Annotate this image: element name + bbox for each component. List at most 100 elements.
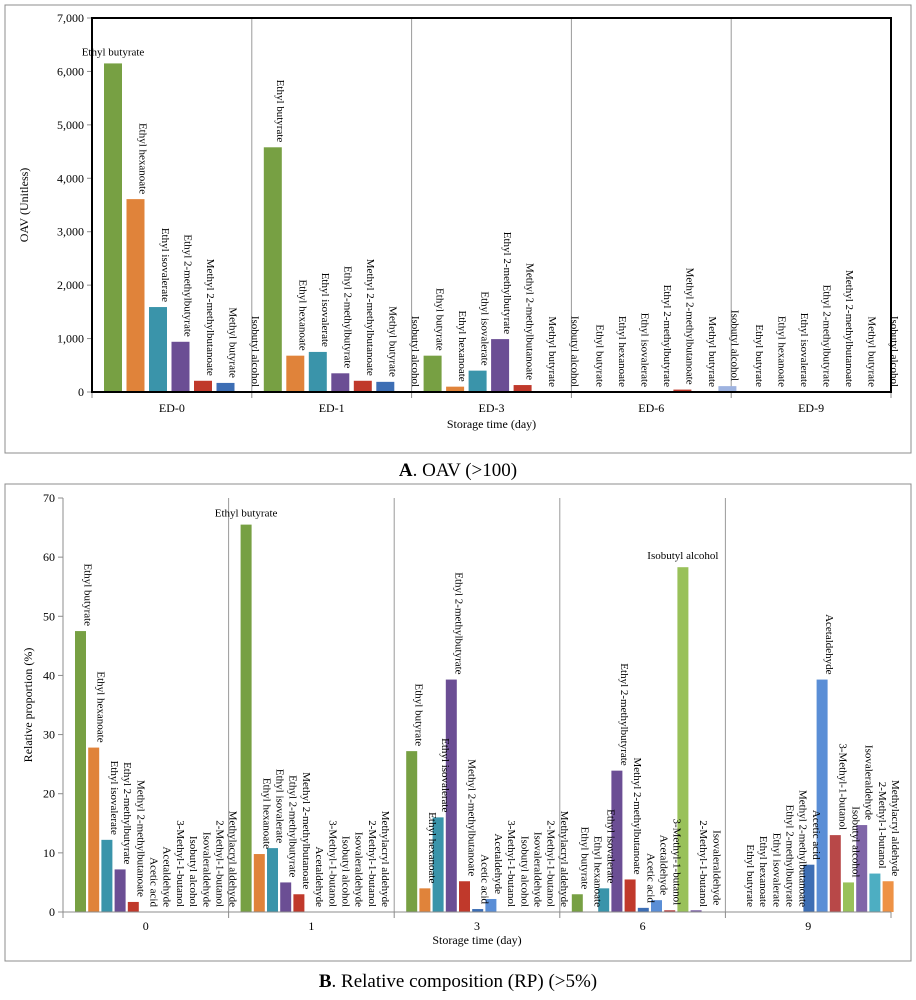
panel-a-bar-label-ed-9-ethyl-butyrate: Ethyl butyrate (753, 324, 765, 387)
panel-b-x-tick-label: 0 (143, 919, 149, 933)
panel-b-bar-label-0-ethyl-hexanoate: Ethyl hexanoate (95, 671, 107, 742)
panel-b-bar-label-9-2-methyl-1-butanol: 2-Methyl-1-butanol (876, 782, 888, 869)
panel-b-bar-label-0-isobutyl-alcohol: Isobutyl alcohol (187, 836, 199, 907)
panel-a-bar-label-ed-0-ethyl-isovalerate: Ethyl isovalerate (159, 228, 171, 302)
panel-b-y-tick-label: 40 (43, 668, 55, 682)
panel-a-bar-ed-6-isobutyl-alcohol (718, 386, 737, 392)
panel-b-bar-6-ethyl-2-methylbutyrate (611, 770, 623, 912)
panel-b-bar-label-6-methyl-2-methylbutanoate: Methyl 2-methylbutanoate (631, 757, 643, 874)
panel-a-bar-label-ed-1-ethyl-2-methylbutyrate: Ethyl 2-methylbutyrate (341, 266, 353, 368)
panel-a-bar-label-ed-3-isobutyl-alcohol: Isobutyl alcohol (569, 316, 581, 387)
panel-b-bar-9-3-methyl-1-butanol (829, 835, 841, 912)
panel-b-bar-label-0-ethyl-2-methylbutyrate: Ethyl 2-methylbutyrate (121, 762, 133, 864)
panel-b-bar-9-isobutyl-alcohol (843, 882, 854, 912)
panel-b-chart: B. Relative composition (RP) (>5%) 01020… (4, 483, 912, 992)
panel-b-bar-1-ethyl-butyrate (240, 524, 252, 912)
panel-a-y-axis-title: OAV (Unitless) (17, 168, 31, 243)
panel-a-border (4, 4, 912, 454)
panel-b-bar-label-9-isobutyl-alcohol: Isobutyl alcohol (850, 806, 862, 877)
panel-a-y-tick-label: 1,000 (57, 332, 84, 346)
panel-b-y-tick-label: 30 (43, 728, 55, 742)
panel-b-bar-label-6-ethyl-2-methylbutyrate: Ethyl 2-methylbutyrate (618, 663, 630, 765)
panel-a-bar-label-ed-9-ethyl-isovalerate: Ethyl isovalerate (798, 313, 810, 387)
panel-a-bar-label-ed-0-isobutyl-alcohol: Isobutyl alcohol (249, 316, 261, 387)
panel-b-x-tick-label: 1 (308, 919, 314, 933)
panel-b-bar-3-acetaldehyde (485, 898, 497, 912)
panel-a-bar-ed-0-ethyl-2-methylbutyrate (171, 341, 190, 392)
panel-b-bar-label-3-acetaldehyde: Acetaldehyde (492, 834, 504, 895)
panel-b-caption-letter: B (319, 971, 332, 992)
panel-a-bar-label-ed-1-methyl-2-methylbutanoate: Methyl 2-methylbutanoate (364, 259, 376, 376)
panel-b-bar-0-ethyl-2-methylbutyrate (114, 869, 126, 912)
panel-b-bar-6-methyl-2-methylbutanoate (624, 879, 636, 912)
panel-b-bar-label-3-methylacryl-aldehyde: Methylacryl aldehyde (558, 811, 570, 907)
panel-b-bar-label-0-2-methyl-1-butanol: 2-Methyl-1-butanol (214, 820, 226, 907)
panel-b-y-tick-label: 20 (43, 787, 55, 801)
panel-a-bar-ed-1-methyl-2-methylbutanoate (353, 380, 372, 392)
panel-b-bar-3-ethyl-hexanoate (419, 888, 431, 912)
panel-b-y-tick-label: 50 (43, 609, 55, 623)
panel-b-bar-label-6-3-methyl-1-butanol: 3-Methyl-1-butanol (671, 818, 683, 905)
panel-b-bar-label-9-acetic-acid: Acetic acid (810, 810, 822, 860)
panel-a-x-axis-title: Storage time (day) (447, 417, 536, 431)
panel-a-y-tick-label: 5,000 (57, 118, 84, 132)
panel-b-bar-label-6-ethyl-hexanoate: Ethyl hexanoate (592, 836, 604, 907)
panel-b-y-axis-title: Relative proportion (%) (21, 648, 35, 763)
panel-b-bar-3-ethyl-butyrate (406, 751, 418, 912)
panel-b-bar-label-3-ethyl-2-methylbutyrate: Ethyl 2-methylbutyrate (452, 572, 464, 674)
panel-a-bar-label-ed-1-ethyl-butyrate: Ethyl butyrate (274, 80, 286, 143)
panel-b-caption: B. Relative composition (RP) (>5%) (319, 971, 597, 992)
panel-a-bar-label-ed-0-ethyl-hexanoate: Ethyl hexanoate (137, 123, 149, 194)
panel-a-bar-ed-0-methyl-2-methylbutanoate (194, 380, 212, 392)
panel-a-bar-label-ed-6-ethyl-2-methylbutyrate: Ethyl 2-methylbutyrate (661, 285, 673, 387)
panel-b-bar-9-2-methyl-1-butanol (869, 873, 881, 912)
panel-b-bar-label-1-2-methyl-1-butanol: 2-Methyl-1-butanol (366, 820, 378, 907)
panel-b-bar-label-0-isovaleraldehyde: Isovaleraldehyde (200, 832, 212, 907)
panel-a-bar-label-ed-3-methyl-2-methylbutanoate: Methyl 2-methylbutanoate (524, 263, 536, 380)
panel-b-bar-label-9-methyl-2-methylbutanoate: Methyl 2-methylbutanoate (797, 790, 809, 907)
panel-b-x-tick-label: 3 (474, 919, 480, 933)
panel-a-bar-label-ed-1-ethyl-hexanoate: Ethyl hexanoate (296, 279, 308, 350)
panel-b-bar-label-9-acetaldehyde: Acetaldehyde (823, 614, 835, 675)
panel-a-bar-label-ed-6-methyl-butyrate: Methyl butyrate (706, 316, 718, 387)
panel-b-bar-label-9-ethyl-hexanoate: Ethyl hexanoate (757, 836, 769, 907)
panel-a-x-tick-label: ED-1 (319, 401, 345, 415)
panel-a-bar-ed-3-ethyl-2-methylbutyrate (491, 339, 510, 392)
panel-a-bar-label-ed-0-ethyl-2-methylbutyrate: Ethyl 2-methylbutyrate (182, 234, 194, 336)
panel-b-bar-9-acetaldehyde (816, 679, 828, 912)
panel-a-y-tick-label: 4,000 (57, 171, 84, 185)
panel-b-x-tick-label: 6 (640, 919, 646, 933)
panel-a-bar-label-ed-9-methyl-2-methylbutanoate: Methyl 2-methylbutanoate (843, 270, 855, 387)
panel-b-bar-label-1-isobutyl-alcohol: Isobutyl alcohol (340, 836, 352, 907)
panel-b-bar-label-1-ethyl-butyrate: Ethyl butyrate (215, 508, 278, 520)
panel-b-bar-label-1-acetaldehyde: Acetaldehyde (313, 847, 325, 908)
panel-b-bar-label-0-ethyl-isovalerate: Ethyl isovalerate (108, 761, 120, 835)
panel-b-bar-label-0-acetic-acid: Acetic acid (148, 857, 160, 907)
panel-b-bar-label-3-isobutyl-alcohol: Isobutyl alcohol (518, 836, 530, 907)
panel-b-bar-9-methylacryl-aldehyde (882, 881, 894, 912)
panel-a-bar-label-ed-6-methyl-2-methylbutanoate: Methyl 2-methylbutanoate (683, 268, 695, 385)
panel-a-plot-frame (91, 17, 892, 393)
panel-b-bar-0-ethyl-hexanoate (88, 747, 100, 912)
panel-b-bar-label-3-ethyl-butyrate: Ethyl butyrate (413, 684, 425, 747)
panel-b-bar-label-6-acetic-acid: Acetic acid (644, 853, 656, 903)
panel-a-y-tick-label: 7,000 (57, 11, 84, 25)
panel-b-bar-0-ethyl-butyrate (75, 631, 86, 912)
panel-a-bar-ed-1-methyl-butyrate (376, 381, 395, 392)
panel-a-bar-ed-1-ethyl-2-methylbutyrate (331, 373, 350, 392)
panel-a-bar-label-ed-6-ethyl-isovalerate: Ethyl isovalerate (638, 313, 650, 387)
panel-b-bar-6-isobutyl-alcohol (677, 567, 689, 912)
panel-a-bar-ed-0-ethyl-butyrate (104, 63, 122, 393)
panel-b-bar-6-isovaleraldehyde (690, 910, 702, 912)
panel-a-bar-ed-3-methyl-2-methylbutanoate (513, 385, 532, 392)
panel-b-bar-label-9-methylacryl-aldehyde: Methylacryl aldehyde (889, 780, 901, 876)
panel-b-bar-label-1-methyl-2-methylbutanoate: Methyl 2-methylbutanoate (300, 772, 312, 889)
panel-b-bar-9-isovaleraldehyde (856, 825, 868, 912)
panel-a-bar-label-ed-9-methyl-butyrate: Methyl butyrate (866, 316, 878, 387)
panel-b-bar-label-0-3-methyl-1-butanol: 3-Methyl-1-butanol (174, 820, 186, 907)
panel-b-bar-label-0-methylacryl-aldehyde: Methylacryl aldehyde (227, 811, 239, 907)
panel-b-bar-3-methyl-2-methylbutanoate (459, 881, 470, 912)
panel-a-bar-ed-1-ethyl-isovalerate (308, 351, 327, 392)
panel-a-x-tick-label: ED-0 (159, 401, 185, 415)
